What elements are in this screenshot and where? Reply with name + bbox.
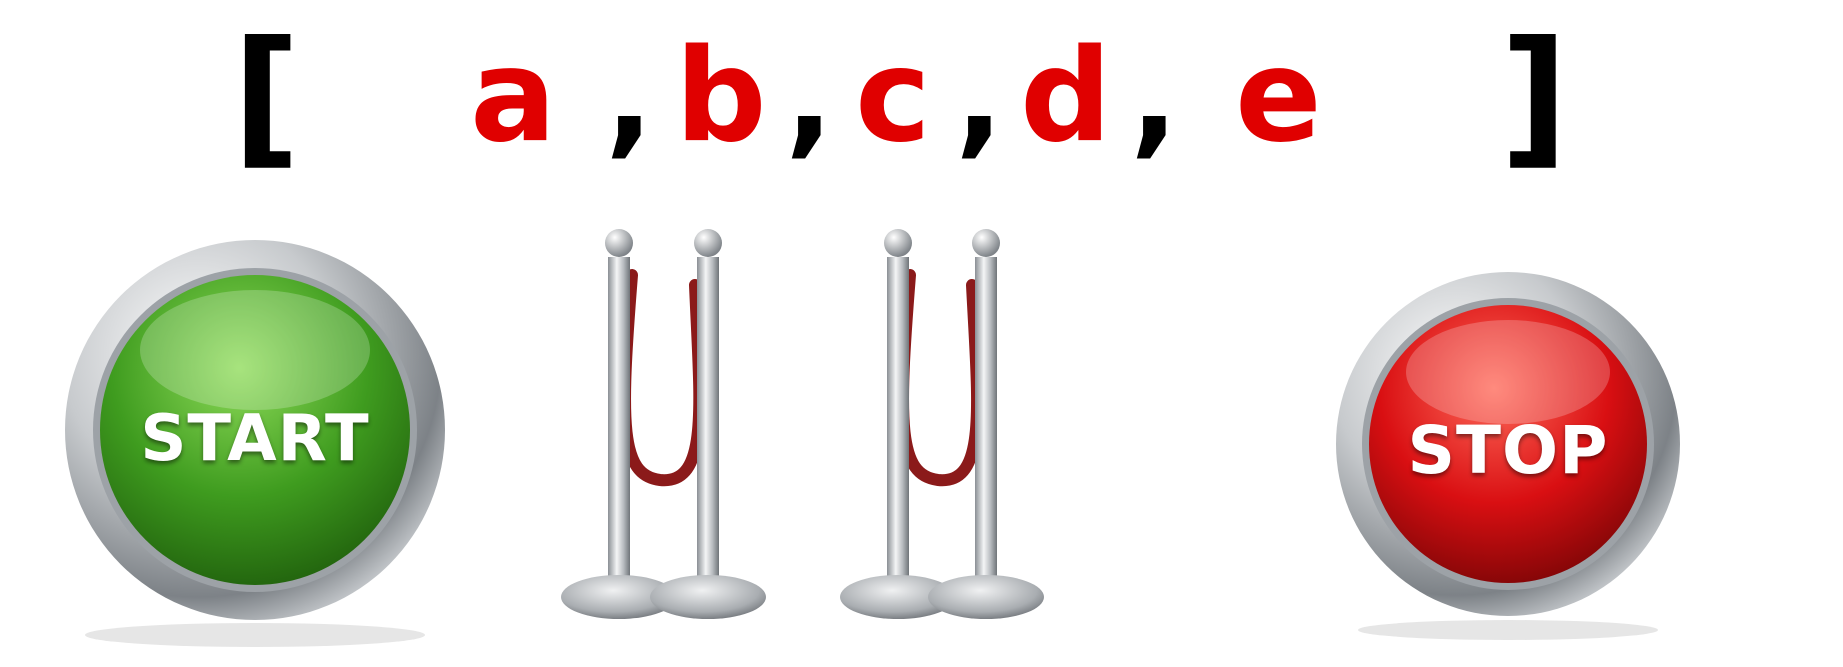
sequence-item-a: a [470,22,557,171]
sequence-item-b: b [675,22,767,171]
sequence-item-e: e [1235,22,1322,171]
sequence-row: [ a , b , c , d , e ] [0,0,1843,200]
close-bracket: ] [1500,10,1569,184]
stanchion-barrier-icon [561,229,1044,619]
separator-4: , [1130,22,1179,171]
start-label: START [140,402,370,476]
stanchion-post-1 [561,229,677,619]
sequence-item-c: c [855,22,931,171]
stop-button: STOP [1318,262,1698,642]
stop-button-icon [1336,272,1680,640]
separator-1: , [605,22,654,171]
stanchion-post-4 [928,229,1044,619]
stop-label: STOP [1407,412,1609,489]
start-button: START [45,230,465,650]
separator-2: , [785,22,834,171]
sequence-item-d: d [1020,22,1112,171]
separator-3: , [955,22,1004,171]
open-bracket: [ [232,10,301,184]
start-button-icon [65,240,445,647]
stanchion-post-3 [840,229,956,619]
stanchion-post-2 [650,229,766,619]
